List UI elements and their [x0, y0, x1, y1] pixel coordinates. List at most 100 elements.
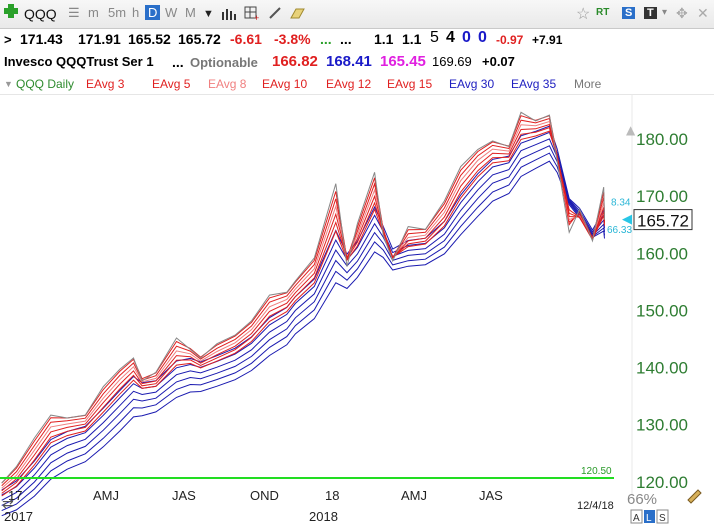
rt-toggle[interactable]: RT — [596, 7, 610, 18]
scroll-up-icon[interactable]: ▲ — [626, 123, 636, 137]
legend-item-more[interactable]: More — [574, 77, 602, 91]
bar-chart-icon[interactable] — [222, 8, 236, 23]
t-toggle[interactable]: T — [644, 7, 657, 19]
legend-item-eavg-5[interactable]: EAvg 5 — [152, 77, 191, 91]
quote-dots-1: ... — [320, 31, 332, 47]
legend-item-eavg-30[interactable]: EAvg 30 — [449, 77, 495, 91]
s-toggle[interactable]: S — [622, 7, 636, 19]
quote-change-pct: -3.8% — [274, 31, 311, 47]
close-icon[interactable]: ✕ — [697, 5, 709, 21]
toolbar: QQQ ☰ m 5m h D W M ▼ + ☆ RT S T ▾ ✥ ✕ — [0, 0, 714, 29]
minimize-icon[interactable]: ▾ — [662, 7, 668, 18]
quote-v1: 1.1 — [374, 31, 394, 47]
study-legend: ▼ QQQ Daily EAvg 3 EAvg 5 EAvg 8 EAvg 10… — [0, 74, 714, 95]
y-tick-label: 160.00 — [636, 244, 688, 263]
scale-s-button[interactable] — [656, 509, 669, 524]
period-dropdown-icon[interactable]: ▼ — [203, 8, 214, 20]
y-tick-label: 170.00 — [636, 187, 688, 206]
quote-change: -6.61 — [230, 31, 262, 47]
scale-l-button[interactable] — [644, 510, 655, 523]
ema-red-line — [1, 115, 605, 484]
quote-n4: 0 — [478, 29, 487, 46]
quote-row-2: Invesco QQQTrust Ser 1 ... Optionable 16… — [0, 52, 714, 74]
legend-item-eavg-35[interactable]: EAvg 35 — [511, 77, 557, 91]
y-tick-label: 130.00 — [636, 416, 688, 435]
ema-blue-line — [1, 160, 605, 517]
y-tick-label: 150.00 — [636, 301, 688, 320]
ema-blue-line — [1, 152, 605, 512]
x-tick-label: 18 — [325, 488, 339, 503]
y-tick-label: 180.00 — [636, 130, 688, 149]
last-price-arrow — [622, 214, 632, 225]
quote-n3: 0 — [462, 29, 471, 46]
quote-last: 171.43 — [20, 31, 63, 47]
legend-collapse-icon[interactable]: ▼ — [4, 79, 13, 89]
ema-red-line — [1, 120, 605, 489]
period-mo[interactable]: M — [185, 5, 196, 20]
legend-item-eavg-8[interactable]: EAvg 8 — [208, 77, 247, 91]
legend-item-eavg-3[interactable]: EAvg 3 — [86, 77, 125, 91]
x-year-label: 2018 — [309, 509, 338, 524]
x-tick-label: OND — [250, 488, 279, 503]
quote-low: 165.52 — [128, 31, 171, 47]
security-name: Invesco QQQTrust Ser 1 — [4, 54, 154, 69]
period-h[interactable]: h — [132, 5, 140, 20]
quote-v2: 1.1 — [402, 31, 422, 47]
refresh-icon[interactable]: ⇄ — [2, 496, 14, 512]
symbol-field[interactable]: QQQ — [24, 6, 57, 22]
edit-icon[interactable] — [687, 489, 702, 504]
move-icon[interactable]: ✥ — [676, 5, 688, 21]
x-tick-label: JAS — [479, 488, 503, 503]
y-tick-label: 120.00 — [636, 473, 688, 492]
svg-text:+: + — [254, 13, 259, 22]
last-price-label: 165.72 — [637, 212, 689, 231]
x-tick-label: JAS — [172, 488, 196, 503]
quote-close: 165.72 — [178, 31, 221, 47]
period-w[interactable]: W — [165, 5, 178, 20]
ema-blue-line — [1, 138, 605, 501]
scale-l-button-label: L — [646, 513, 652, 524]
last-price-box — [633, 209, 693, 231]
x-tick-label: AMJ — [401, 488, 427, 503]
period-m[interactable]: m — [88, 5, 99, 20]
quote-d2: +7.91 — [532, 33, 563, 47]
x-tick-label: AMJ — [93, 488, 119, 503]
optionable-label: Optionable — [190, 55, 258, 70]
quote-p3: 165.45 — [380, 53, 426, 70]
period-d[interactable]: D — [145, 5, 161, 20]
pencil-icon[interactable] — [268, 6, 282, 23]
current-date-label: 12/4/18 — [577, 500, 614, 512]
ema-red-line — [1, 117, 605, 487]
zoom-label: 66% — [627, 491, 657, 508]
price-chart[interactable]: 180.00 170.00 160.00 150.00 140.00 130.00 120.… — [0, 94, 714, 528]
add-plus-icon[interactable] — [3, 3, 19, 22]
ema-blue-line — [1, 131, 605, 496]
ema-red-line — [1, 130, 605, 497]
quote-n2: 4 — [446, 29, 455, 46]
star-icon[interactable]: ☆ — [576, 6, 591, 23]
notes-icon[interactable] — [290, 6, 306, 23]
scale-a-button[interactable] — [630, 509, 643, 524]
info-icon[interactable]: > — [4, 32, 12, 47]
quote-n1: 5 — [430, 29, 439, 46]
scale-a-button-label: A — [633, 513, 640, 524]
quote-high: 171.91 — [78, 31, 121, 47]
ema-red-line — [1, 123, 605, 492]
ema-red-line — [1, 127, 605, 494]
ema-blue-line — [1, 125, 605, 491]
period-5m[interactable]: 5m — [108, 5, 127, 20]
legend-item-eavg-15[interactable]: EAvg 15 — [387, 77, 433, 91]
legend-item-eavg-10[interactable]: EAvg 10 — [262, 77, 308, 91]
quote-p5: +0.07 — [482, 54, 515, 69]
quote-row-1: > 171.43 171.91 165.52 165.72 -6.61 -3.8… — [0, 28, 714, 52]
quote-dots-2: ... — [340, 31, 352, 47]
period-menu-icon[interactable]: ☰ — [68, 5, 80, 20]
legend-item-qqq-daily[interactable]: QQQ Daily — [16, 77, 75, 91]
legend-item-eavg-12[interactable]: EAvg 12 — [326, 77, 372, 91]
ema-label-upper: 8.34 — [611, 197, 631, 208]
y-tick-label: 140.00 — [636, 359, 688, 378]
grid-add-icon[interactable]: + — [244, 6, 260, 25]
quote-p4: 169.69 — [432, 54, 472, 69]
quote-d1: -0.97 — [496, 33, 524, 47]
x-year-label: 2017 — [4, 509, 33, 524]
